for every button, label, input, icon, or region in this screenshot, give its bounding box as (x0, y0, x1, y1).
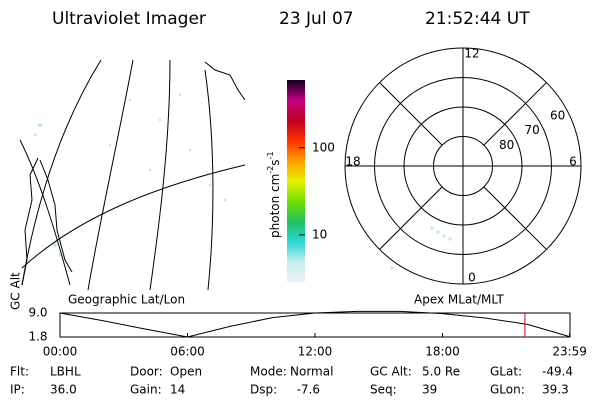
y-tick-label: 9.0 (28, 306, 47, 320)
lat-ring-label: 60 (550, 108, 565, 122)
x-tick-label: 00:00 (43, 345, 78, 359)
aurora-speck (442, 234, 446, 238)
aurora-speck (448, 237, 452, 241)
status-value: LBHL (50, 365, 81, 379)
polar-diagonal (379, 186, 443, 250)
status-label: GLon: (490, 383, 525, 397)
status-label: GLat: (490, 365, 522, 379)
y-tick-label: 1.8 (28, 330, 47, 344)
date: 23 Jul 07 (279, 9, 354, 29)
time: 21:52:44 UT (425, 9, 530, 29)
geo-title: Geographic Lat/Lon (68, 293, 185, 307)
polar-diagonal (379, 82, 443, 146)
status-label: Seq: (370, 383, 397, 397)
altitude-curve (59, 310, 570, 338)
colorbar-label: photon cm-2s-1 (266, 151, 282, 238)
status-value: -7.6 (297, 383, 320, 397)
lat-ring-label: 80 (499, 138, 514, 152)
x-tick-label: 06:00 (170, 345, 205, 359)
polar-diagonal (483, 186, 547, 250)
aurora-speck (436, 230, 440, 234)
status-value: 39 (422, 383, 437, 397)
lat-ring-label: 70 (524, 123, 539, 137)
status-value: 36.0 (50, 383, 77, 397)
x-tick-label: 18:00 (425, 345, 460, 359)
aurora-speck (430, 226, 434, 230)
status-label: Dsp: (250, 383, 277, 397)
lat-ring (433, 136, 493, 196)
status-value: 14 (170, 383, 185, 397)
lat-ring (374, 77, 552, 255)
mlt-label: 12 (464, 47, 479, 61)
polar-title: Apex MLat/MLT (414, 293, 504, 307)
status-label: GC Alt: (370, 365, 412, 379)
polar-diagonal (483, 82, 547, 146)
aurora-speck (390, 266, 394, 270)
mlt-label: 18 (345, 155, 360, 169)
status-value: 39.3 (542, 383, 569, 397)
timeline-ylabel: GC Alt (9, 272, 23, 310)
x-tick-label: 23:59 (552, 345, 587, 359)
status-label: Gain: (130, 383, 162, 397)
colorbar-tick-label: 100 (312, 140, 335, 154)
mlt-label: 0 (468, 271, 476, 285)
status-value: Normal (290, 365, 333, 379)
colorbar (287, 80, 305, 283)
status-label: Flt: (10, 365, 29, 379)
x-tick-label: 12:00 (298, 345, 333, 359)
status-value: Open (170, 365, 202, 379)
lat-ring (403, 106, 523, 226)
mlt-label: 6 (569, 155, 577, 169)
colorbar-tick-label: 10 (312, 227, 327, 241)
instrument: Ultraviolet Imager (52, 9, 206, 29)
status-value: 5.0 Re (422, 365, 460, 379)
status-label: Mode: (250, 365, 287, 379)
geo-map (19, 59, 246, 291)
speckles (33, 93, 227, 257)
status-label: IP: (10, 383, 25, 397)
status-label: Door: (130, 365, 163, 379)
status-value: -49.4 (542, 365, 573, 379)
